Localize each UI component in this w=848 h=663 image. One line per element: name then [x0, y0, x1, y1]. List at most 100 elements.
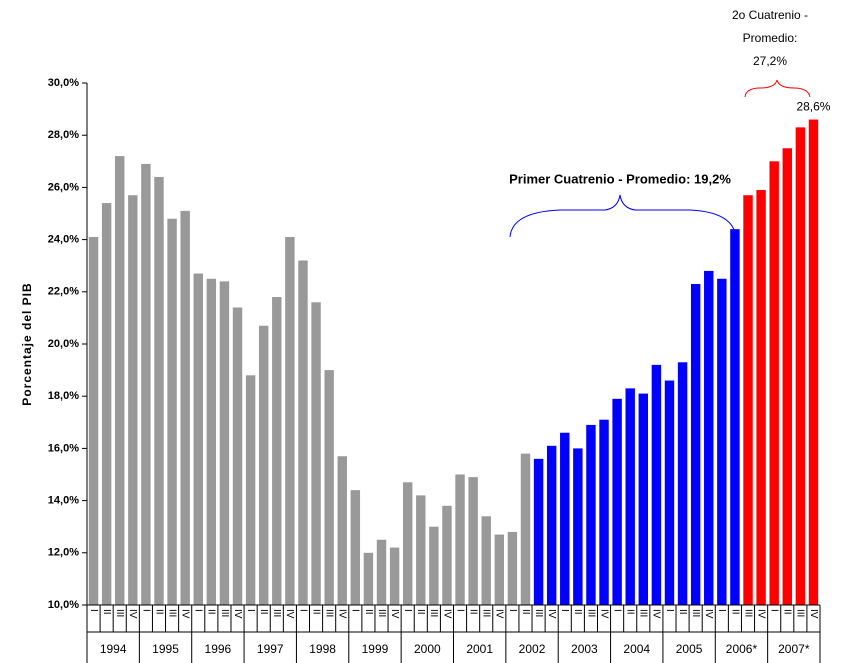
y-tick-label: 22,0% [48, 286, 79, 298]
x-tick-label: I [297, 609, 308, 612]
bar [560, 432, 570, 605]
x-tick-label: III [742, 609, 753, 617]
bar [468, 477, 478, 605]
annotation: Primer Cuatrenio - Promedio: 19,2% [509, 171, 731, 186]
x-tick-label: I [454, 609, 465, 612]
bar [88, 236, 99, 606]
x-tick-label: II [782, 609, 793, 615]
bar [206, 278, 217, 605]
year-label: 2004 [623, 642, 650, 656]
year-label: 2006* [726, 642, 758, 656]
x-tick-label: IV [494, 609, 505, 619]
year-label: 2005 [676, 642, 703, 656]
bar [533, 458, 544, 605]
bar [782, 148, 792, 605]
data-label: 28,6% [796, 100, 830, 114]
x-tick-label: III [795, 609, 806, 617]
bar [141, 163, 151, 605]
y-tick-label: 14,0% [48, 495, 79, 507]
year-label: 1997 [257, 642, 284, 656]
bar [402, 482, 413, 605]
x-tick-label: I [88, 609, 99, 612]
bar [128, 195, 138, 606]
x-tick-label: II [310, 609, 321, 615]
bar [298, 260, 308, 605]
x-tick-label: II [153, 609, 164, 615]
x-tick-label: IV [755, 609, 766, 619]
x-tick-label: II [520, 609, 531, 615]
bar [494, 534, 505, 605]
y-tick-label: 16,0% [48, 442, 79, 454]
year-label: 2007* [778, 642, 810, 656]
bar [677, 362, 688, 605]
bar [219, 281, 230, 605]
bar [704, 270, 714, 605]
bar [481, 516, 491, 605]
x-tick-label: IV [598, 609, 609, 619]
x-tick-label: II [467, 609, 478, 615]
annotation: 2o Cuatrenio - [732, 8, 808, 22]
x-tick-label: IV [441, 609, 452, 619]
x-tick-label: IV [651, 609, 662, 619]
bar [638, 393, 649, 605]
x-tick-label: I [611, 609, 622, 612]
bar [337, 456, 347, 605]
x-tick-label: III [114, 609, 125, 617]
bar [612, 398, 622, 605]
x-tick-label: I [245, 609, 256, 612]
annotation: Promedio: [743, 31, 798, 45]
bar [311, 302, 321, 605]
bar [664, 380, 675, 605]
x-tick-label: I [350, 609, 361, 612]
x-tick-label: II [729, 609, 740, 615]
bar [717, 278, 727, 605]
y-tick-label: 18,0% [48, 390, 79, 402]
x-tick-label: II [363, 609, 374, 615]
bar [376, 539, 387, 605]
x-tick-label: II [258, 609, 269, 615]
bar [416, 495, 426, 605]
year-label: 1999 [362, 642, 389, 656]
bar [193, 273, 203, 605]
x-tick-label: I [193, 609, 204, 612]
bar [258, 325, 269, 605]
x-tick-label: III [324, 609, 335, 617]
bar [808, 119, 819, 605]
bar [429, 526, 439, 605]
x-tick-label: I [769, 609, 780, 612]
brace [744, 79, 811, 98]
x-tick-label: III [533, 609, 544, 617]
bar [115, 156, 125, 605]
y-tick-label: 12,0% [48, 547, 79, 559]
bar [324, 370, 334, 605]
y-tick-label: 10,0% [48, 599, 79, 611]
x-tick-label: III [428, 609, 439, 617]
bar [573, 448, 583, 605]
bar [180, 210, 190, 605]
y-tick-label: 26,0% [48, 181, 79, 193]
x-tick-label: III [376, 609, 387, 617]
y-axis-label: Porcentaje del PIB [20, 282, 34, 405]
x-tick-label: II [572, 609, 583, 615]
bar [546, 445, 557, 605]
year-label: 1994 [100, 642, 127, 656]
y-tick-label: 30,0% [48, 77, 79, 89]
x-tick-label: I [507, 609, 518, 612]
bar [389, 547, 400, 605]
x-tick-label: II [415, 609, 426, 615]
x-tick-label: III [166, 609, 177, 617]
annotation: 27,2% [753, 54, 787, 68]
bar [651, 364, 662, 605]
x-tick-label: I [559, 609, 570, 612]
x-tick-label: IV [703, 609, 714, 619]
bar [507, 531, 518, 605]
x-tick-label: III [481, 609, 492, 617]
x-tick-label: II [101, 609, 112, 615]
x-tick-label: III [638, 609, 649, 617]
bar [586, 424, 596, 605]
x-tick-label: II [206, 609, 217, 615]
year-label: 1998 [309, 642, 336, 656]
bar [232, 307, 243, 605]
bar [167, 218, 177, 605]
